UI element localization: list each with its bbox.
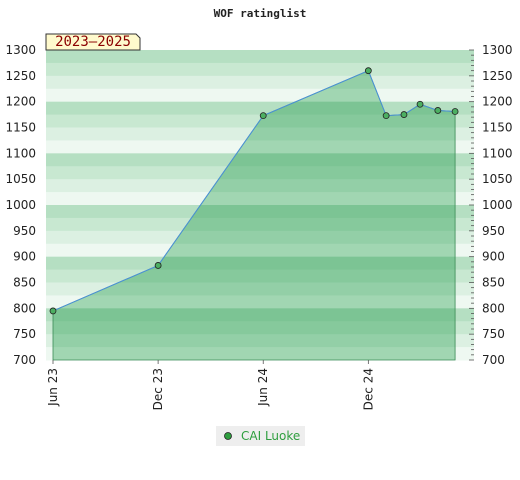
data-point — [364, 67, 372, 75]
y-tick-label-right: 900 — [482, 250, 505, 264]
y-tick-label-right: 1050 — [482, 172, 513, 186]
x-axis: Jun 23 Dec 23 Jun 24 Dec 24 — [46, 360, 375, 410]
grid-band — [46, 62, 474, 77]
data-point — [416, 100, 424, 108]
data-point — [451, 108, 459, 115]
y-tick-label-left: 1200 — [5, 95, 36, 109]
legend[interactable]: CAI Luoke — [216, 426, 305, 446]
area-band — [53, 308, 456, 322]
y-tick-label-right: 1250 — [482, 69, 513, 83]
x-tick-label: Jun 23 — [46, 368, 60, 407]
grid-band — [46, 75, 474, 90]
x-tick-label: Dec 24 — [361, 368, 375, 410]
data-point — [154, 262, 162, 269]
x-tick-label: Dec 23 — [151, 368, 165, 410]
data-point — [382, 112, 390, 120]
area-band — [53, 321, 456, 335]
y-tick-label-right: 1150 — [482, 121, 513, 135]
area-band — [53, 347, 456, 361]
y-tick-label-left: 1250 — [5, 69, 36, 83]
y-tick-label-right: 1200 — [482, 95, 513, 109]
grid-band — [46, 50, 474, 64]
y-axis-left: 700 750 800 850 900 950 1000 1050 1100 1150 1200 12… — [5, 43, 36, 367]
area-band — [53, 282, 456, 296]
grid-band — [46, 88, 474, 103]
y-tick-label-right: 850 — [482, 276, 505, 290]
y-tick-label-left: 900 — [13, 250, 36, 264]
x-tick-label: Jun 24 — [256, 368, 270, 407]
data-point — [259, 112, 267, 120]
y-tick-label-left: 1150 — [5, 121, 36, 135]
y-tick-label-left: 1300 — [5, 43, 36, 57]
y-tick-label-left: 1050 — [5, 172, 36, 186]
y-tick-label-right: 950 — [482, 224, 505, 238]
legend-marker-icon — [224, 432, 232, 440]
y-tick-label-left: 750 — [13, 327, 36, 341]
data-points — [49, 67, 459, 315]
y-tick-label-left: 1000 — [5, 198, 36, 212]
y-tick-label-right: 1100 — [482, 146, 513, 160]
y-tick-label-left: 850 — [13, 276, 36, 290]
data-point — [49, 307, 57, 315]
period-badge: 2023–2025 — [45, 33, 141, 51]
y-tick-label-left: 700 — [13, 353, 36, 367]
y-tick-label-right: 1300 — [482, 43, 513, 57]
area-band — [53, 269, 456, 283]
data-point — [434, 107, 442, 114]
y-tick-label-left: 800 — [13, 301, 36, 315]
period-badge-text: 2023–2025 — [55, 34, 131, 50]
y-tick-label-right: 1000 — [482, 198, 513, 212]
data-point — [400, 111, 408, 118]
y-tick-label-right: 700 — [482, 353, 505, 367]
chart-title: WOF ratinglist — [214, 7, 307, 20]
y-tick-label-right: 800 — [482, 301, 505, 315]
y-tick-label-left: 950 — [13, 224, 36, 238]
y-tick-label-left: 1100 — [5, 146, 36, 160]
area-band — [53, 295, 456, 309]
y-axis-right: 700 750 800 850 900 950 1000 1050 1100 1150 1200 12… — [469, 43, 513, 367]
y-tick-label-right: 750 — [482, 327, 505, 341]
area-band — [53, 334, 456, 348]
legend-label: CAI Luoke — [241, 429, 300, 443]
